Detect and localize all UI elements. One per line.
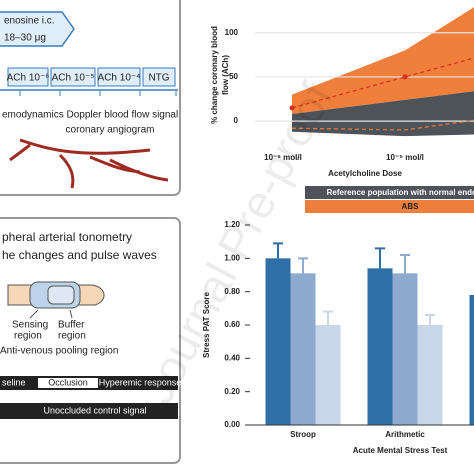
x-tick-label: 10⁻⁵ mol/l	[386, 153, 424, 162]
probe-label: Anti-venous pooling region	[0, 346, 118, 357]
probe-label: region	[58, 331, 86, 342]
y-tick-label: 0.40	[224, 353, 240, 362]
legend-swatch	[305, 186, 474, 199]
step: NTG	[148, 73, 169, 84]
bar	[315, 325, 341, 425]
y-tick-label: 0.60	[224, 320, 240, 329]
mean-point	[402, 74, 408, 80]
bar	[367, 268, 393, 425]
signal-label: Unoccluded control signal	[43, 405, 146, 415]
bar	[265, 258, 291, 425]
step: ACh 10⁻⁶	[7, 73, 50, 84]
mean-point	[289, 105, 295, 111]
panel-frame	[0, 217, 181, 464]
bar	[469, 295, 474, 425]
band	[292, 7, 474, 115]
x-tick-label: Arithmetic	[385, 430, 425, 439]
x-tick-label: Stroop	[290, 430, 316, 439]
step: ACh 10⁻⁴	[98, 73, 141, 84]
y-axis-title: Stress PAT Score	[202, 291, 211, 358]
legend-label: ABS	[402, 202, 420, 211]
error-bar	[400, 254, 410, 274]
step: ACh 10⁻⁵	[52, 73, 95, 84]
signal-label: Occlusion	[48, 377, 88, 387]
y-tick-label: 0.80	[224, 287, 240, 296]
angiogram	[9, 138, 169, 189]
finger-probe	[7, 281, 105, 319]
x-tick-label: 10⁻⁶ mol/l	[264, 153, 302, 162]
timeline	[0, 67, 178, 96]
signal-label: seline	[2, 377, 26, 387]
error-bar	[375, 247, 385, 269]
panel-title: pheral arterial tonometry	[2, 230, 132, 244]
band	[292, 91, 474, 137]
y-tick-label: 0.20	[224, 387, 240, 396]
y-tick-label: 1.00	[224, 253, 240, 262]
y-tick-label: 1.20	[224, 220, 240, 229]
error-bar	[323, 310, 333, 325]
y-tick-label: 50	[229, 72, 238, 81]
caption: emodynamics Doppler blood flow signal	[2, 110, 178, 121]
probe-label: Sensing	[12, 320, 48, 331]
charts: 0 50 100 10⁻⁶ mol/l 10⁻⁵ mol/l Acetylcholine …	[202, 7, 474, 455]
legend-label: Reference population with normal endothe…	[327, 188, 474, 197]
y-tick-label: 100	[225, 28, 239, 37]
error-bar	[298, 257, 308, 274]
probe-label: region	[14, 331, 42, 342]
mean-line	[291, 119, 474, 131]
y-tick-label: 0	[234, 116, 239, 125]
y-axis-title: % change coronary blood	[210, 26, 219, 124]
y-tick-label: 0.00	[224, 420, 240, 429]
adenosine-dose: 18–30 μg	[4, 33, 46, 44]
x-axis-title: Acute Mental Stress Test	[353, 446, 448, 455]
y-axis-title: flow (ACh)	[221, 55, 230, 95]
panel-title: he changes and pulse waves	[2, 248, 157, 262]
caption: coronary angiogram	[66, 125, 155, 136]
error-bar	[273, 242, 283, 259]
probe-label: Buffer	[58, 320, 85, 331]
x-axis-title: Acetylcholine Dose	[328, 169, 402, 178]
bar	[417, 325, 443, 425]
bar	[392, 273, 418, 425]
adenosine-box	[0, 11, 75, 47]
legend-swatch	[305, 200, 474, 213]
signal-label: Hyperemic response	[99, 377, 182, 387]
signal-trace	[0, 376, 178, 419]
error-bar	[425, 314, 435, 325]
plot	[255, 7, 474, 137]
bar	[290, 273, 316, 425]
adenosine-label: enosine i.c.	[4, 16, 55, 27]
plot	[265, 242, 474, 425]
